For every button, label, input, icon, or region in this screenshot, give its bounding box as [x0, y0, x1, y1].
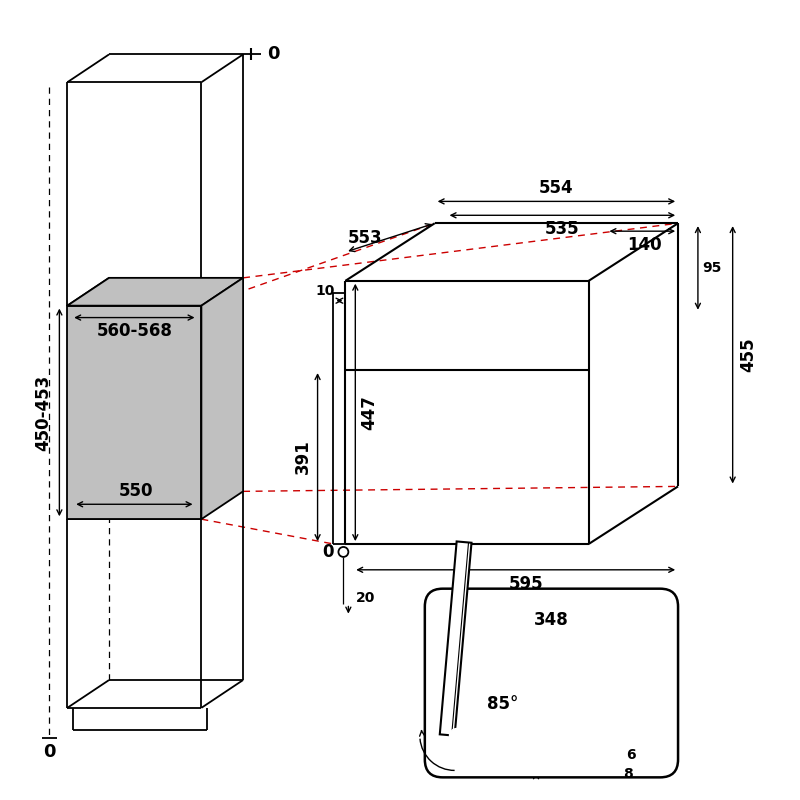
Text: 10: 10: [316, 284, 335, 298]
Text: 554: 554: [539, 179, 574, 198]
Text: 20: 20: [355, 590, 375, 605]
Text: 595: 595: [508, 574, 543, 593]
Polygon shape: [67, 278, 243, 306]
Text: 553: 553: [348, 229, 382, 247]
FancyBboxPatch shape: [425, 589, 678, 778]
Text: 85°: 85°: [486, 695, 518, 713]
Polygon shape: [440, 542, 471, 736]
Text: 140: 140: [627, 236, 662, 254]
Text: 0: 0: [322, 543, 334, 561]
Text: 391: 391: [294, 440, 312, 474]
Text: 450-453: 450-453: [34, 374, 53, 450]
Text: 95: 95: [702, 261, 722, 275]
Text: 348: 348: [534, 611, 569, 630]
Text: 550: 550: [119, 482, 154, 500]
Text: 0: 0: [43, 742, 56, 761]
Text: 6: 6: [626, 747, 636, 762]
Polygon shape: [67, 306, 202, 519]
Text: 560-568: 560-568: [97, 322, 172, 341]
Text: 447: 447: [360, 395, 378, 430]
Text: 0: 0: [266, 46, 279, 63]
Circle shape: [450, 729, 463, 742]
Polygon shape: [202, 278, 243, 519]
Text: 535: 535: [545, 220, 580, 238]
Text: 8: 8: [623, 767, 634, 782]
Text: 455: 455: [739, 338, 758, 372]
